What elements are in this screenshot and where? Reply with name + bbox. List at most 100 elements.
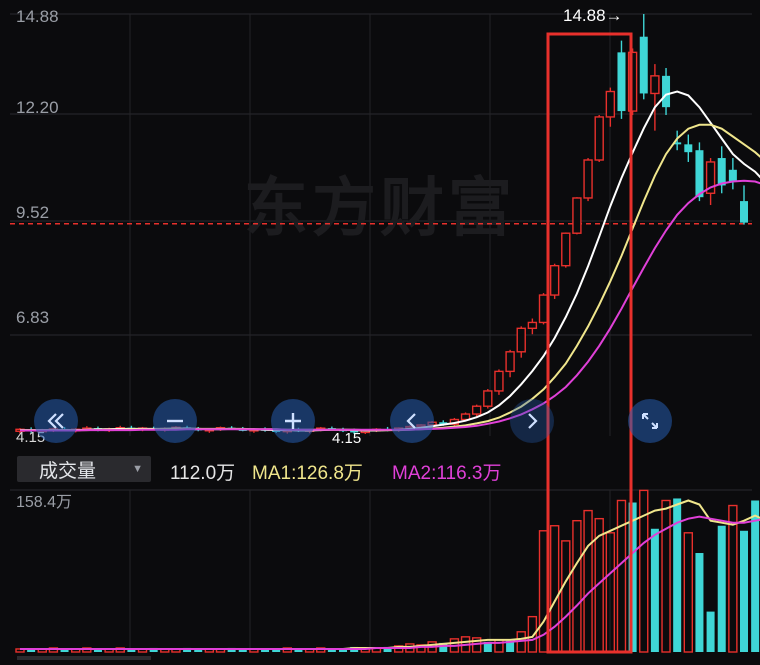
fullscreen-button[interactable] <box>628 399 672 443</box>
candle <box>583 158 593 202</box>
candle <box>650 64 660 131</box>
candle <box>494 369 504 395</box>
candle-body <box>605 90 616 118</box>
double-chevron-left-icon <box>47 413 64 429</box>
volume-header: 成交量 ▼ 112.0万 MA1:126.8万 MA2:116.3万 <box>0 452 760 486</box>
volume-ma1: MA1:126.8万 <box>252 463 363 484</box>
candle <box>673 130 682 151</box>
candle <box>483 388 493 409</box>
candle <box>617 40 626 119</box>
watermark-text: 东方财富 <box>244 172 516 244</box>
candle <box>705 158 716 206</box>
price-tick-label: 9.52 <box>16 203 49 222</box>
volume-bar <box>706 611 715 652</box>
grid <box>10 13 752 652</box>
volume-bar <box>683 532 694 653</box>
volume-bar <box>628 502 637 652</box>
volume-bar <box>272 648 281 652</box>
candle-body <box>594 116 604 161</box>
volume-max-label: 158.4万 <box>16 494 72 511</box>
volume-bar <box>27 648 36 652</box>
candle-body <box>549 264 560 296</box>
volume-bar <box>728 504 738 653</box>
zoom-out-button[interactable] <box>153 399 197 443</box>
candle-body <box>538 294 549 324</box>
volume-bar <box>673 498 682 652</box>
candle-body <box>350 430 359 433</box>
chevron-left-icon <box>406 413 416 429</box>
volume-bar <box>661 499 671 653</box>
volume-bar <box>561 540 571 653</box>
moving-averages <box>20 90 760 432</box>
price-tick-label: 6.83 <box>16 308 49 327</box>
candle <box>695 142 704 202</box>
indicator-selector[interactable]: 成交量 ▼ <box>17 456 151 482</box>
minus-icon <box>167 419 183 423</box>
ma-line <box>20 90 760 432</box>
volume-moving-averages <box>20 499 760 650</box>
volume-bar <box>483 641 492 652</box>
low-price-label: 4.15 <box>332 430 361 447</box>
scroll-right-button[interactable] <box>510 399 554 443</box>
volume-bar <box>294 648 303 652</box>
volume-ma2: MA2:116.3万 <box>392 463 502 484</box>
candle-body <box>662 75 671 108</box>
volume-ma-line <box>20 515 760 650</box>
candle <box>572 197 582 235</box>
volume-bars <box>15 489 760 653</box>
volume-bar <box>127 648 136 652</box>
volume-bar <box>616 499 627 653</box>
zoom-in-button[interactable] <box>271 399 315 443</box>
price-tick-label: 14.88 <box>16 7 59 26</box>
volume-bar <box>238 648 247 652</box>
highlight-box <box>546 32 633 654</box>
candle-body <box>505 351 515 373</box>
candle <box>717 146 726 194</box>
candle-body <box>572 197 582 234</box>
price-tick-label: 12.20 <box>16 98 59 117</box>
candle-body <box>705 161 716 194</box>
candle-body <box>639 36 648 94</box>
volume-bar <box>695 553 704 652</box>
volume-bar <box>527 615 538 653</box>
volume-bar <box>506 640 515 652</box>
candle-body <box>684 144 693 153</box>
volume-bar <box>583 509 593 653</box>
volume-bar <box>261 648 270 652</box>
price-axis: 14.88 12.20 9.52 6.83 <box>16 7 59 327</box>
volume-bar <box>60 648 69 652</box>
candles <box>15 14 748 434</box>
candle <box>549 263 560 299</box>
candle-body <box>494 370 504 392</box>
candle <box>594 114 604 162</box>
volume-bar <box>717 525 726 652</box>
high-price-label: 14.88→ <box>563 6 623 25</box>
candle <box>505 349 515 378</box>
candle-body <box>617 52 626 112</box>
candle-body <box>483 390 493 407</box>
candle-body <box>471 405 482 415</box>
candle-body <box>627 51 638 112</box>
candle <box>639 14 648 100</box>
candle-body <box>439 422 448 425</box>
candle-body <box>527 321 538 330</box>
candle-body <box>650 75 660 95</box>
scroll-start-button[interactable] <box>34 399 78 443</box>
candle <box>605 87 616 127</box>
candle <box>538 293 549 325</box>
plus-icon <box>285 413 301 429</box>
candle-body <box>695 150 704 198</box>
candle <box>471 404 482 417</box>
candle-body <box>516 327 526 353</box>
candle <box>662 68 671 115</box>
volume-bar <box>439 642 448 652</box>
volume-current: 112.0万 <box>170 463 236 484</box>
volume-bar <box>549 525 560 653</box>
scroll-left-button[interactable] <box>390 399 434 443</box>
volume-ma-line <box>20 499 760 650</box>
candle <box>740 185 748 225</box>
candle <box>561 232 571 268</box>
candle <box>516 326 526 358</box>
candle <box>728 158 737 190</box>
volume-bar <box>650 528 659 652</box>
